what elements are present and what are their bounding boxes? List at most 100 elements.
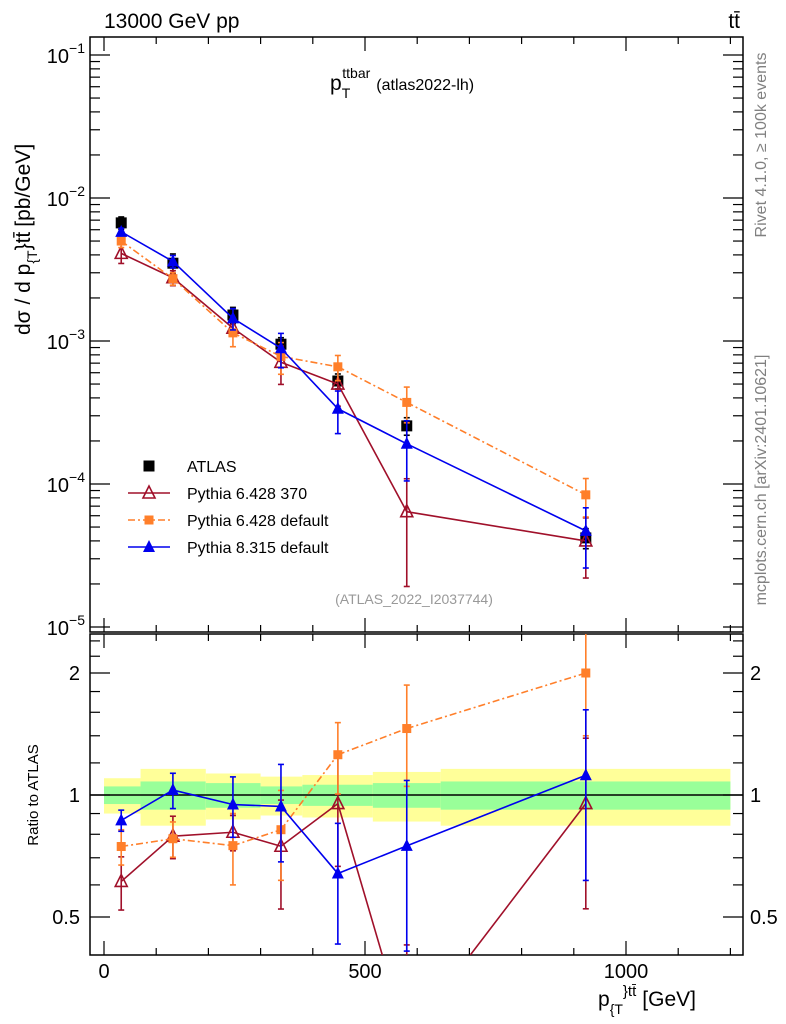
series-pythia-8-315-default-ratio-point (274, 799, 287, 812)
series-pythia-8-315-default-ratio-line (337, 845, 408, 875)
series-pythia-6-428-370-ratio-line (469, 803, 587, 955)
x-tick-label: 500 (348, 961, 381, 983)
series-pythia-6-428-default-line (172, 278, 234, 334)
series-pythia-6-428-370-ratio-point (113, 872, 129, 888)
series-pythia-6-428-370-point (113, 244, 129, 260)
series-pythia-8-315-default-line (232, 317, 282, 349)
legend-label: Pythia 8.315 default (187, 540, 329, 557)
series-pythia-8-315-default-point (400, 436, 413, 449)
series-pythia-6-428-370-ratio-line (120, 835, 174, 883)
series-pythia-8-315-default-ratio-line (232, 803, 281, 808)
series-pythia-6-428-default-ratio-point (333, 750, 343, 760)
atlas-data-point (115, 217, 127, 229)
series-pythia-6-428-370-point (330, 375, 346, 390)
series-pythia-6-428-default-line (337, 366, 408, 404)
series-pythia-8-315-default-ratio-line (172, 789, 234, 806)
series-pythia-6-428-default-ratio-line (172, 837, 234, 847)
series-pythia-6-428-370-point (399, 502, 415, 518)
series-pythia-6-428-default-point (402, 397, 412, 407)
series-pythia-6-428-default-point (228, 328, 238, 338)
series-pythia-8-315-default-ratio-point (226, 797, 239, 810)
header-left: 13000 GeV pp (104, 10, 239, 33)
x-tick-label: 1000 (604, 961, 649, 983)
series-pythia-6-428-default-point (581, 490, 591, 500)
legend-marker (143, 540, 155, 552)
series-pythia-8-315-default-ratio-line (406, 774, 587, 847)
series-pythia-8-315-default-line (280, 347, 339, 410)
series-pythia-6-428-default-ratio-point (116, 842, 126, 852)
series-pythia-8-315-default-point (166, 254, 179, 267)
series-pythia-6-428-default-line (120, 240, 174, 280)
series-pythia-8-315-default-point (579, 523, 592, 536)
series-pythia-6-428-default-line (280, 355, 338, 368)
series-pythia-6-428-default-ratio-point (228, 841, 238, 851)
series-pythia-8-315-default-ratio-point (166, 783, 179, 796)
series-pythia-8-315-default-ratio-point (400, 838, 413, 851)
y-axis-label: dσ / d p{T}tt̄[pb/GeV] (12, 144, 40, 335)
analysis-label: (ATLAS_2022_I2037744) (335, 591, 493, 607)
series-pythia-8-315-default-line (337, 408, 408, 445)
series-pythia-6-428-370-ratio-point (330, 794, 346, 810)
series-pythia-8-315-default-point (274, 341, 287, 354)
x-tick-label: 0 (98, 961, 109, 983)
series-pythia-6-428-default-ratio-line (232, 828, 282, 847)
series-pythia-8-315-default-ratio-point (115, 813, 128, 826)
series-pythia-6-428-370-ratio-line (337, 803, 384, 955)
ratio-tick-label: 0.5 (52, 907, 80, 929)
series-pythia-6-428-370-line (172, 277, 234, 329)
series-pythia-8-315-default-line (120, 231, 174, 263)
y-tick-label: 10−5 (47, 612, 85, 640)
y-tick-label: 10−2 (47, 183, 85, 211)
series-pythia-8-315-default-line (172, 260, 234, 319)
ratio-tick-label: 2 (69, 663, 80, 685)
series-pythia-6-428-default-ratio-point (581, 668, 591, 678)
series-pythia-6-428-default-line (232, 332, 282, 358)
side-label-mcplots: mcplots.cern.ch [arXiv:2401.10621] (753, 355, 770, 606)
series-pythia-8-315-default-ratio-point (579, 768, 592, 781)
y-tick-label: 10−3 (47, 326, 85, 354)
series-pythia-8-315-default-ratio-line (280, 805, 339, 875)
series-pythia-6-428-370-line (280, 361, 339, 385)
series-pythia-8-315-default-line (406, 443, 587, 532)
y-tick-label: 10−4 (47, 469, 85, 497)
series-pythia-8-315-default-point (331, 401, 344, 414)
series-pythia-6-428-370-line (120, 252, 174, 279)
series-pythia-6-428-370-ratio-line (280, 802, 339, 847)
series-pythia-6-428-default-point (168, 274, 178, 284)
series-pythia-8-315-default-point (115, 224, 128, 237)
series-pythia-8-315-default-ratio-line (120, 789, 174, 822)
ratio-tick-label-right: 1 (750, 785, 761, 807)
series-pythia-6-428-default-point (116, 236, 126, 246)
series-pythia-6-428-default-ratio-line (337, 727, 408, 756)
series-pythia-8-315-default-point (226, 311, 239, 324)
series-pythia-6-428-default-ratio-line (406, 672, 587, 730)
ratio-tick-label: 1 (69, 785, 80, 807)
legend: ATLAS Pythia 6.428 370 Pythia 6.428 defaul… (128, 459, 329, 557)
header-right: tt̄ (728, 10, 740, 33)
series-pythia-6-428-370-ratio-line (232, 831, 282, 848)
legend-label: Pythia 6.428 370 (187, 486, 307, 503)
legend-label: Pythia 6.428 default (187, 513, 329, 530)
series-pythia-6-428-default-ratio-line (121, 837, 174, 848)
side-label-rivet: Rivet 4.1.0, ≥ 100k events (753, 53, 770, 238)
series-pythia-8-315-default-ratio-point (331, 866, 344, 879)
series-pythia-6-428-default-ratio-point (168, 834, 178, 844)
ratio-tick-label-right: 2 (750, 663, 761, 685)
x-axis-label: p{T}tt̄ [GeV] (598, 983, 696, 1017)
series-pythia-6-428-370-ratio-line (172, 831, 233, 837)
legend-marker (141, 484, 157, 499)
series-pythia-6-428-370-line (406, 510, 586, 542)
plot-title: pTttbar(atlas2022-lh) (330, 65, 474, 101)
legend-marker (144, 515, 154, 525)
ratio-tick-label-right: 0.5 (750, 907, 778, 929)
series-pythia-6-428-default-point (333, 362, 343, 372)
ratio-y-axis-label: Ratio to ATLAS (25, 744, 42, 845)
main-plot-frame (89, 36, 744, 633)
series-pythia-6-428-default-ratio-point (402, 724, 412, 734)
legend-label: ATLAS (187, 459, 237, 476)
legend-marker (143, 460, 155, 472)
series-pythia-6-428-370-line (337, 383, 408, 513)
y-tick-label: 10−1 (47, 40, 85, 68)
series-pythia-6-428-default-line (406, 401, 587, 496)
